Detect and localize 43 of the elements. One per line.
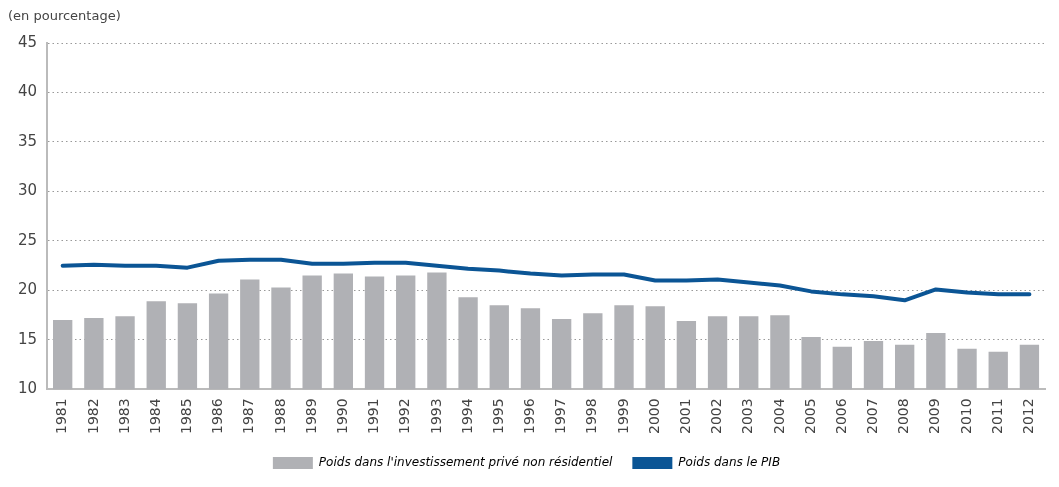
x-tick-label: 1986	[209, 398, 226, 435]
x-tick-label: 1998	[583, 398, 600, 435]
y-tick-label: 20	[17, 280, 38, 299]
x-tick-label: 1990	[333, 398, 350, 435]
x-tick-label: 1995	[489, 398, 506, 435]
x-tick-label: 2008	[895, 398, 912, 435]
x-tick-label: 2004	[770, 398, 787, 435]
y-tick-label: 40	[17, 82, 38, 101]
x-tick-label: 1996	[521, 398, 538, 435]
x-tick-label: 1994	[458, 398, 475, 435]
x-tick-label: 1997	[552, 398, 569, 435]
x-tick-label: 2012	[1020, 398, 1037, 435]
legend-label: Poids dans le PIB	[678, 455, 781, 470]
y-tick-label: 15	[17, 329, 38, 348]
x-tick-label: 2000	[645, 398, 662, 435]
x-tick-label: 1981	[53, 398, 70, 435]
y-tick-label: 10	[17, 379, 38, 398]
x-tick-label: 2001	[677, 398, 694, 435]
x-tick-label: 1993	[427, 398, 444, 435]
x-tick-label: 1985	[178, 398, 195, 435]
x-tick-label: 2010	[957, 398, 974, 435]
x-tick-label: 1983	[115, 398, 132, 435]
x-tick-label: 1991	[365, 398, 382, 435]
y-tick-label: 30	[17, 181, 38, 200]
y-tick-label: 45	[17, 32, 38, 51]
x-tick-label: 1984	[146, 398, 163, 435]
x-tick-label: 2009	[926, 398, 943, 435]
x-tick-label: 2011	[988, 398, 1005, 435]
chart-subtitle: (en pourcentage)	[8, 8, 122, 24]
x-tick-label: 1992	[396, 398, 413, 435]
x-tick-label: 1999	[614, 398, 631, 435]
y-tick-label: 35	[17, 131, 38, 150]
y-tick-label: 25	[17, 230, 38, 249]
x-tick-label: 2006	[832, 398, 849, 435]
x-tick-label: 2005	[801, 398, 818, 435]
x-tick-label: 1989	[302, 398, 319, 435]
x-tick-label: 1982	[84, 398, 101, 435]
legend-label: Poids dans l'investissement privé non résidentiel	[318, 455, 614, 470]
x-tick-label: 1987	[240, 398, 257, 435]
x-tick-label: 2007	[864, 398, 881, 435]
x-tick-label: 2002	[708, 398, 725, 435]
x-tick-label: 2003	[739, 398, 756, 435]
x-tick-label: 1988	[271, 398, 288, 435]
